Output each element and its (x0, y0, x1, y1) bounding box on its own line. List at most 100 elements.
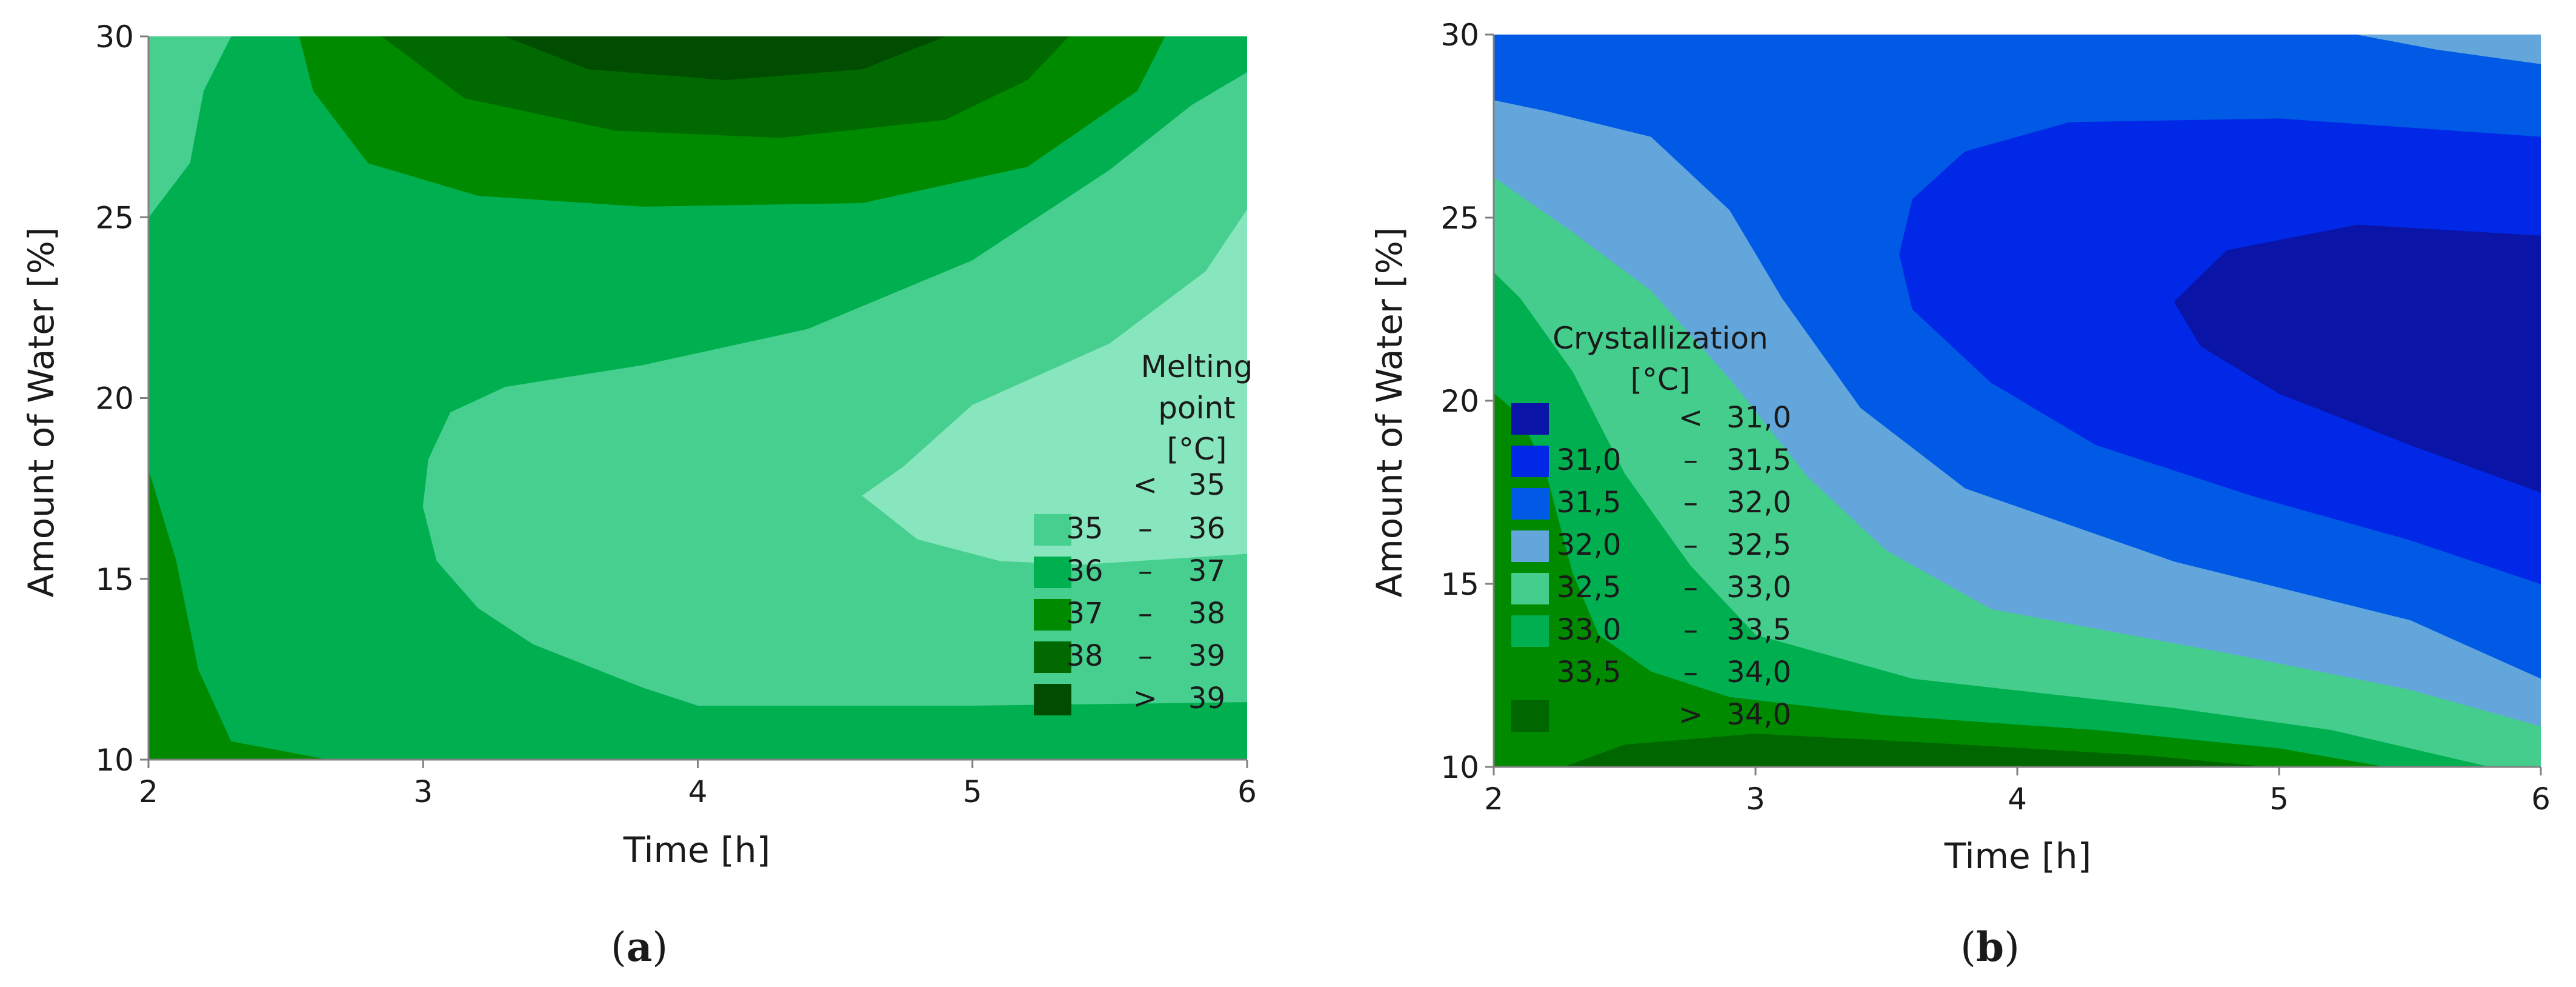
legend-range-high: 37 (1188, 554, 1225, 588)
legend-range-low: 36 (1066, 554, 1103, 588)
legend-range-high: 31,5 (1726, 443, 1791, 477)
x-tick-label: 4 (2008, 781, 2027, 817)
legend-range-separator: > (1679, 698, 1703, 732)
panel-a-caption: (a) (611, 923, 668, 971)
legend-range-high: 39 (1188, 681, 1225, 715)
legend-range-low: 33,0 (1557, 613, 1622, 647)
legend-swatch (1511, 700, 1549, 732)
legend-swatch (1511, 488, 1549, 520)
panel-b-y-axis-title: Amount of Water [%] (1369, 227, 1410, 598)
legend-title-line: point (1158, 390, 1236, 426)
panel-b-axes: 2 3 4 5 6 10 15 20 25 30 (1440, 18, 2551, 817)
legend-range-low: 32,0 (1557, 528, 1622, 562)
panel-a-x-axis-title: Time [h] (623, 829, 770, 871)
contour-region-3 (148, 36, 231, 218)
panel-b-legend: Crystallization[°C]< 31,031,0–31,531,5–32… (1511, 321, 1791, 732)
y-tick-label: 10 (95, 743, 134, 778)
y-tick-label: 15 (95, 562, 134, 597)
contour-region-7 (1564, 734, 2266, 767)
panel-b-crystallization-chart: 2 3 4 5 6 10 15 20 25 30 Crystallization [°C] < 31,0… (1369, 18, 2551, 971)
contour-region-8 (505, 36, 945, 81)
legend-title-line: Melting (1141, 349, 1253, 384)
legend-range-high: 39 (1188, 639, 1225, 673)
contour-region-5 (1494, 272, 2489, 767)
legend-range-low: 37 (1066, 597, 1103, 631)
legend-range-high: 31,0 (1726, 401, 1791, 435)
y-tick-label: 15 (1440, 567, 1479, 602)
legend-range-low: 35 (1066, 512, 1103, 546)
panel-a-axes: 2 3 4 5 6 10 15 20 25 30 (95, 19, 1257, 809)
legend-swatch (1511, 573, 1549, 604)
legend-title-line: Crystallization (1553, 321, 1768, 356)
legend-swatch (1034, 470, 1071, 502)
legend-range-separator: – (1138, 597, 1153, 631)
legend-range-high: 34,0 (1726, 655, 1791, 689)
legend-swatch (1511, 530, 1549, 562)
contour-region-7 (381, 36, 1070, 138)
legend-swatch (1034, 641, 1071, 673)
legend-range-low: 33,5 (1557, 655, 1622, 689)
x-tick-label: 3 (1746, 781, 1765, 817)
legend-range-high: 35 (1188, 468, 1225, 502)
x-tick-label: 4 (688, 774, 708, 809)
legend-range-low: 38 (1066, 639, 1103, 673)
y-tick-label: 25 (1440, 201, 1479, 236)
x-tick-label: 2 (1484, 781, 1503, 817)
legend-range-separator: – (1683, 655, 1698, 689)
x-tick-label: 5 (2269, 781, 2289, 817)
x-tick-label: 2 (139, 774, 158, 809)
contour-region-4 (1494, 176, 2541, 767)
legend-range-high: 36 (1188, 512, 1225, 546)
y-tick-label: 20 (1440, 384, 1479, 419)
legend-title-line: [°C] (1167, 432, 1227, 467)
legend-range-high: 32,5 (1726, 528, 1791, 562)
legend-range-low: 32,5 (1557, 570, 1622, 604)
y-tick-label: 20 (95, 381, 134, 417)
legend-swatch (1034, 684, 1071, 715)
y-tick-label: 25 (95, 200, 134, 235)
y-tick-label: 30 (1440, 18, 1479, 53)
contour-region-2 (148, 470, 327, 760)
legend-range-high: 32,0 (1726, 486, 1791, 520)
x-tick-label: 6 (2531, 781, 2551, 817)
legend-range-high: 33,0 (1726, 570, 1791, 604)
x-tick-label: 6 (1237, 774, 1257, 809)
legend-range-separator: – (1683, 528, 1698, 562)
legend-range-low: 31,0 (1557, 443, 1622, 477)
legend-range-separator: > (1133, 681, 1157, 715)
legend-range-high: 34,0 (1726, 698, 1791, 732)
legend-range-high: 33,5 (1726, 613, 1791, 647)
panel-a-legend: Melting point [°C] < 35 35 – 36 36 – 37 37 – 38 38 – 39 >… (1034, 349, 1253, 715)
contour-region-9 (2174, 224, 2541, 493)
panel-b-contour-regions (1494, 35, 2541, 767)
panel-a-contour-regions (148, 36, 1247, 760)
legend-range-separator: < (1679, 401, 1703, 435)
x-tick-label: 3 (413, 774, 433, 809)
legend-swatch (1511, 615, 1549, 647)
panel-a-y-axis-title: Amount of Water [%] (21, 227, 62, 598)
legend-swatch (1034, 557, 1071, 588)
legend-title-line: [°C] (1631, 362, 1691, 397)
contour-region-3 (2357, 35, 2541, 64)
panel-b-x-axis-title: Time [h] (1944, 835, 2091, 877)
legend-swatch (1511, 658, 1549, 689)
contour-region-5 (862, 209, 1247, 565)
y-tick-label: 10 (1440, 750, 1479, 785)
legend-range-separator: – (1683, 443, 1698, 477)
legend-swatch (1511, 446, 1549, 477)
legend-range-separator: < (1133, 468, 1157, 502)
legend-swatch (1511, 403, 1549, 435)
legend-range-separator: – (1138, 554, 1153, 588)
legend-range-separator: – (1683, 570, 1698, 604)
panel-a-melting-point-chart: 2 3 4 5 6 10 15 20 25 30 Melting point [°C] < 35 35 – 36… (21, 19, 1257, 971)
y-tick-label: 30 (95, 19, 134, 55)
legend-range-separator: – (1683, 613, 1698, 647)
legend-range-separator: – (1138, 512, 1153, 546)
legend-range-low: 31,5 (1557, 486, 1622, 520)
x-tick-label: 5 (963, 774, 982, 809)
legend-range-separator: – (1138, 639, 1153, 673)
legend-range-separator: – (1683, 486, 1698, 520)
legend-range-high: 38 (1188, 597, 1225, 631)
panel-b-caption: (b) (1960, 923, 2020, 971)
